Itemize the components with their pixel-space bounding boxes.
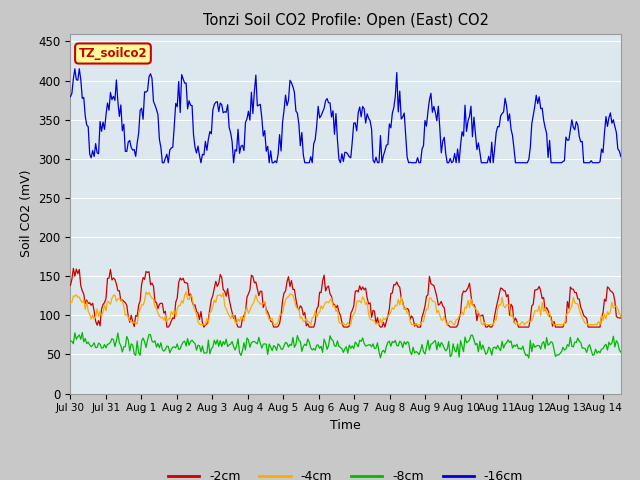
Legend: -2cm, -4cm, -8cm, -16cm: -2cm, -4cm, -8cm, -16cm (163, 465, 528, 480)
X-axis label: Time: Time (330, 419, 361, 432)
Y-axis label: Soil CO2 (mV): Soil CO2 (mV) (20, 170, 33, 257)
Text: TZ_soilco2: TZ_soilco2 (79, 47, 147, 60)
Title: Tonzi Soil CO2 Profile: Open (East) CO2: Tonzi Soil CO2 Profile: Open (East) CO2 (203, 13, 488, 28)
